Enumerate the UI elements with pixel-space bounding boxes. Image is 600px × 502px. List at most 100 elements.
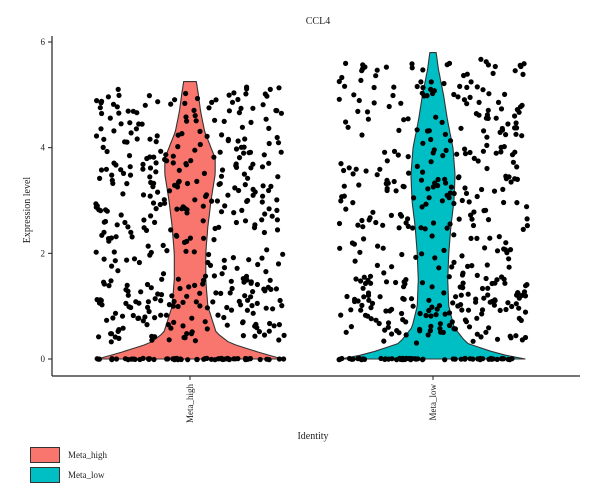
point-meta-low — [384, 177, 390, 183]
point-meta-high — [245, 297, 251, 303]
point-meta-high — [165, 322, 171, 328]
point-meta-low — [480, 87, 486, 93]
point-meta-high — [115, 86, 121, 92]
point-meta-low — [358, 307, 364, 313]
point-meta-high — [116, 327, 122, 333]
point-meta-high — [111, 160, 117, 166]
point-meta-high — [235, 96, 241, 103]
point-meta-high — [105, 236, 112, 242]
point-meta-high — [147, 174, 153, 180]
point-meta-high — [192, 197, 198, 203]
point-meta-high — [188, 331, 195, 337]
point-meta-high — [243, 357, 249, 363]
point-meta-low — [355, 108, 361, 114]
point-meta-high — [206, 105, 212, 111]
x-tick-label-meta-low: Meta_low — [428, 384, 438, 421]
point-meta-low — [448, 184, 454, 190]
point-meta-low — [506, 264, 512, 270]
point-meta-low — [500, 186, 506, 192]
point-meta-high — [135, 315, 141, 321]
point-meta-low — [502, 91, 508, 97]
point-meta-high — [225, 192, 231, 198]
point-meta-high — [257, 356, 263, 363]
point-meta-high — [127, 120, 133, 126]
point-meta-high — [184, 118, 190, 124]
point-meta-low — [506, 256, 512, 262]
point-meta-high — [240, 276, 246, 282]
point-meta-high — [128, 130, 134, 136]
point-meta-low — [418, 225, 424, 231]
point-meta-low — [371, 100, 377, 106]
point-meta-high — [244, 84, 250, 90]
point-meta-high — [159, 276, 165, 282]
point-meta-high — [120, 325, 126, 331]
point-meta-high — [124, 282, 130, 288]
point-meta-high — [191, 249, 197, 255]
point-meta-low — [485, 285, 491, 291]
point-meta-low — [350, 171, 356, 177]
point-meta-high — [97, 175, 103, 181]
point-meta-low — [360, 224, 366, 230]
point-meta-low — [348, 307, 354, 313]
point-meta-high — [260, 183, 266, 189]
point-meta-low — [459, 197, 465, 204]
point-meta-high — [168, 227, 174, 233]
point-meta-high — [241, 150, 247, 156]
point-meta-low — [386, 103, 392, 110]
point-meta-low — [355, 298, 361, 304]
point-meta-low — [451, 232, 457, 238]
point-meta-high — [213, 290, 219, 296]
point-meta-high — [266, 140, 272, 147]
y-tick-label-0: 0 — [41, 354, 46, 364]
point-meta-high — [124, 181, 130, 187]
point-meta-high — [212, 225, 218, 232]
point-meta-low — [510, 159, 516, 165]
point-meta-high — [233, 146, 240, 152]
point-meta-high — [178, 356, 184, 363]
point-meta-low — [442, 311, 448, 317]
point-meta-low — [361, 294, 367, 300]
point-meta-low — [485, 107, 491, 113]
point-meta-low — [481, 295, 487, 301]
point-meta-high — [193, 118, 199, 124]
point-meta-low — [417, 310, 423, 317]
point-meta-low — [359, 302, 365, 308]
point-meta-low — [383, 64, 389, 70]
point-meta-high — [267, 86, 273, 92]
point-meta-low — [409, 65, 415, 71]
point-meta-low — [522, 309, 529, 315]
point-meta-low — [411, 195, 417, 201]
point-meta-high — [242, 136, 248, 142]
point-meta-low — [435, 176, 441, 183]
point-meta-low — [456, 216, 462, 222]
point-meta-high — [240, 320, 246, 326]
point-meta-low — [451, 326, 457, 332]
point-meta-low — [439, 119, 445, 125]
point-meta-low — [513, 131, 519, 137]
point-meta-low — [437, 321, 443, 327]
point-meta-high — [98, 100, 104, 106]
point-meta-high — [222, 203, 228, 209]
point-meta-low — [336, 357, 342, 363]
point-meta-high — [238, 105, 244, 111]
point-meta-high — [93, 249, 99, 255]
point-meta-low — [394, 357, 400, 363]
point-meta-high — [130, 108, 136, 114]
point-meta-high — [192, 113, 198, 119]
point-meta-high — [149, 333, 155, 339]
point-meta-low — [505, 300, 511, 306]
point-meta-low — [376, 320, 382, 327]
legend-swatch-meta-high — [30, 447, 60, 463]
point-meta-low — [398, 100, 404, 106]
point-meta-high — [239, 124, 245, 130]
point-meta-low — [420, 169, 426, 175]
point-meta-low — [474, 235, 480, 241]
point-meta-high — [155, 291, 161, 297]
point-meta-low — [516, 315, 522, 321]
point-meta-high — [166, 188, 173, 194]
point-meta-high — [203, 192, 210, 198]
point-meta-high — [211, 154, 217, 160]
point-meta-high — [151, 356, 157, 363]
point-meta-low — [518, 63, 524, 70]
point-meta-high — [252, 333, 258, 339]
